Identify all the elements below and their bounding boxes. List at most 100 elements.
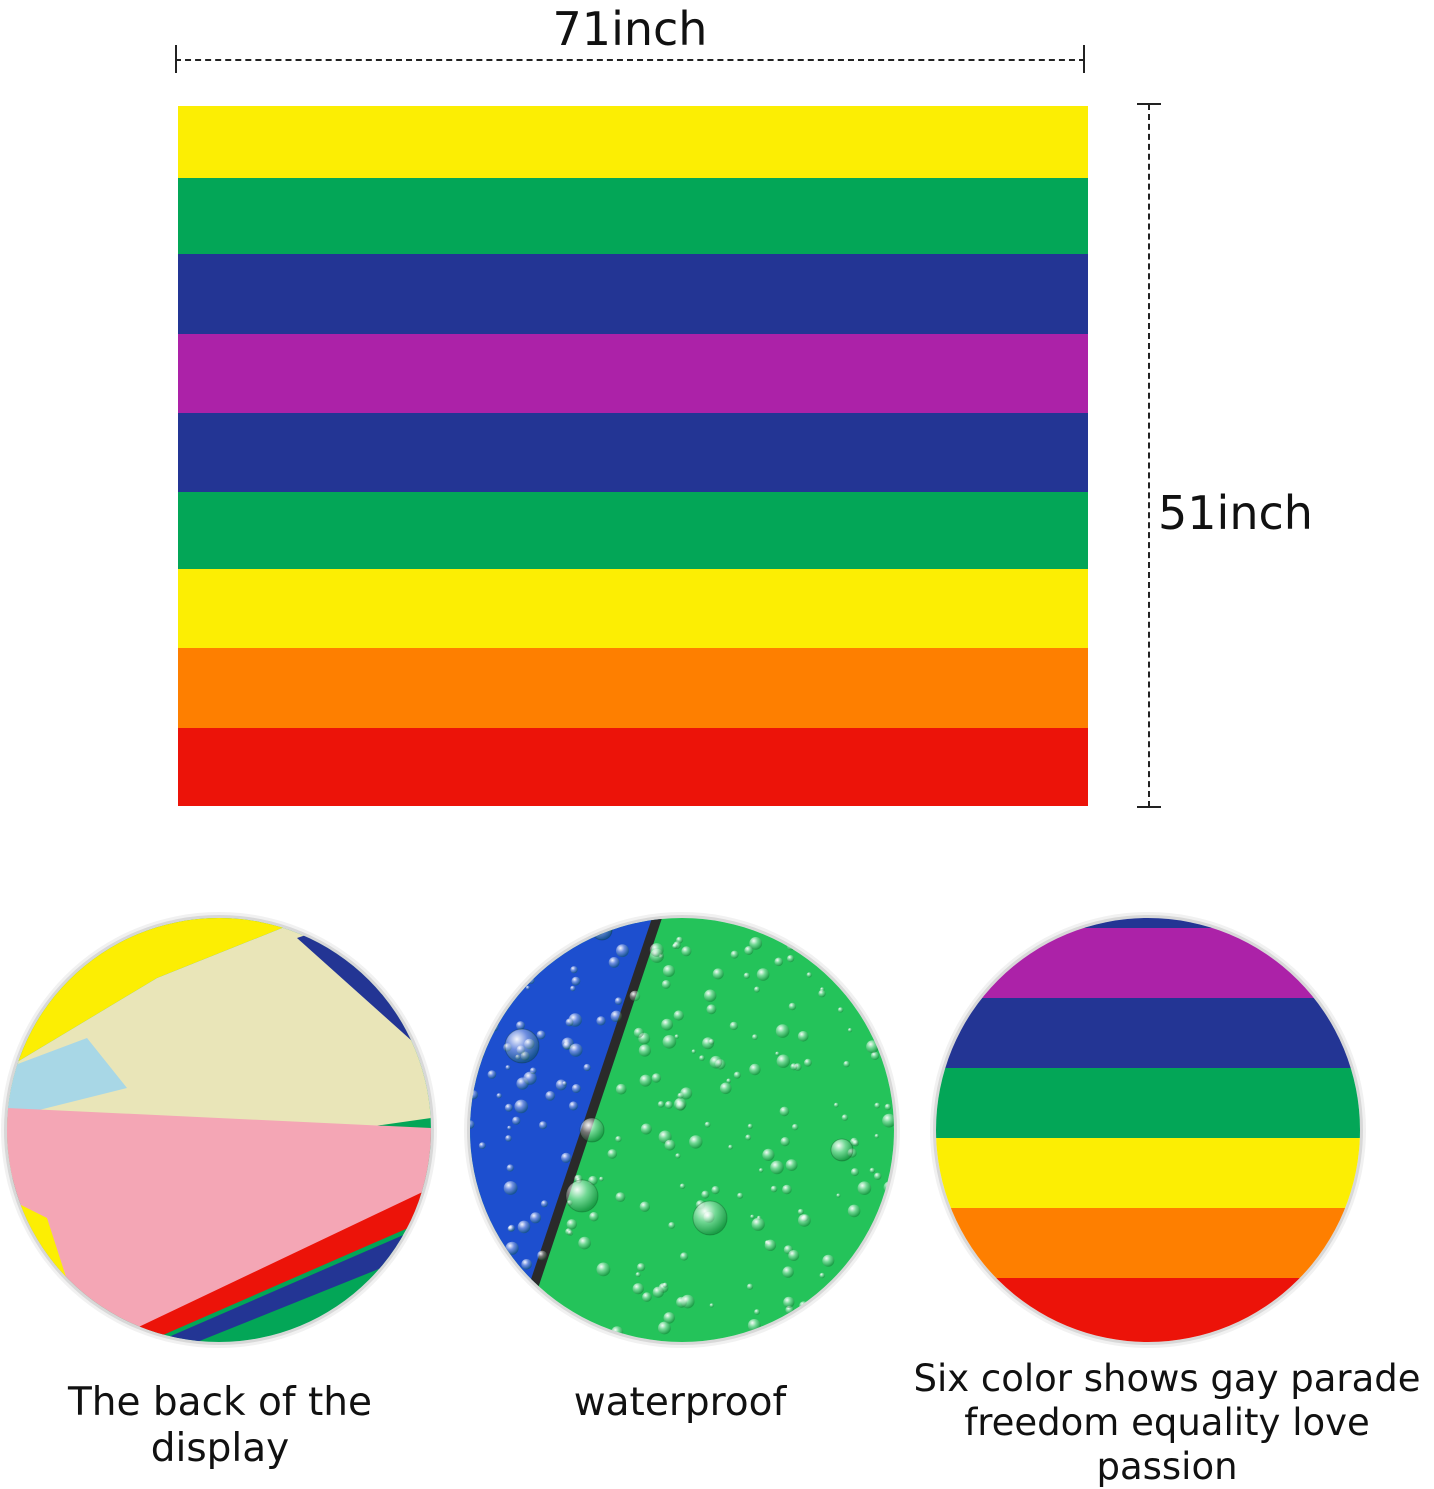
water-droplet [752, 1034, 758, 1040]
water-droplet [537, 1250, 547, 1261]
water-droplet [599, 1176, 604, 1182]
closeup-stripe [936, 1068, 1360, 1138]
water-droplet [614, 997, 623, 1005]
water-droplet [676, 1101, 686, 1111]
water-droplet [787, 942, 795, 951]
water-droplet [737, 1192, 744, 1199]
water-droplet [856, 955, 863, 963]
water-droplet [651, 1073, 662, 1083]
water-droplet [570, 966, 578, 974]
height-dimension-label: 51inch [1158, 486, 1313, 540]
water-droplet [571, 976, 581, 986]
water-droplet [507, 1125, 512, 1130]
water-droplet [706, 1004, 717, 1015]
water-droplet [780, 1137, 790, 1147]
water-droplet [747, 1123, 753, 1129]
water-droplet [801, 1335, 807, 1341]
blue-fabric-edge-top [297, 928, 431, 1058]
water-droplet [662, 1035, 677, 1049]
water-droplet [869, 918, 877, 923]
water-droplet [798, 1214, 811, 1227]
water-droplet [782, 1184, 792, 1195]
water-droplet [569, 1043, 583, 1057]
pink-fabric-back [7, 1108, 431, 1342]
water-droplet [503, 1004, 510, 1010]
water-droplet [788, 1250, 800, 1261]
flag-stripe [178, 492, 1088, 569]
water-droplet [847, 1204, 861, 1218]
water-droplet [521, 1259, 532, 1270]
flag-stripe [178, 334, 1088, 413]
water-droplet [639, 1201, 650, 1212]
water-droplet [674, 1034, 679, 1039]
water-droplet [638, 1044, 651, 1057]
water-droplet [836, 1193, 841, 1198]
water-droplet [858, 926, 872, 939]
water-droplet [505, 1065, 511, 1070]
closeup-stripe [936, 1138, 1360, 1208]
water-droplet [797, 1208, 804, 1215]
water-droplet [539, 1121, 547, 1130]
water-droplets-illustration [470, 918, 894, 1342]
water-droplet [536, 1030, 546, 1040]
closeup-stripe [936, 1278, 1360, 1342]
water-droplet [632, 1283, 644, 1295]
height-dimension-tick-bottom [1137, 806, 1161, 808]
water-droplet [852, 1140, 859, 1147]
water-droplet [501, 982, 511, 992]
water-droplet [611, 1326, 624, 1339]
height-dimension-line [1148, 104, 1150, 807]
water-droplet [489, 1022, 499, 1032]
large-water-droplet [830, 1138, 854, 1162]
water-droplet [886, 1271, 894, 1284]
caption-six-color: Six color shows gay parade freedom equal… [900, 1357, 1434, 1489]
closeup-stripe [936, 1208, 1360, 1278]
water-droplet [545, 1091, 555, 1101]
water-droplet [578, 1236, 591, 1250]
water-droplet [521, 918, 533, 930]
water-droplet [775, 1051, 780, 1056]
water-droplet [681, 946, 692, 957]
water-droplet [529, 1067, 537, 1075]
flag-stripe [178, 728, 1088, 806]
water-droplet [751, 1217, 765, 1231]
water-droplet [470, 1178, 475, 1184]
water-droplet [639, 1074, 652, 1087]
water-droplet [530, 1212, 541, 1224]
water-droplet [887, 1194, 893, 1201]
flag-stripe [178, 648, 1088, 728]
water-droplet [791, 1123, 799, 1131]
water-droplet [804, 1058, 812, 1067]
water-droplet [704, 1121, 711, 1128]
water-droplet [876, 947, 889, 960]
water-droplet [756, 968, 770, 981]
water-droplet [615, 1083, 627, 1095]
water-droplet [596, 1016, 606, 1026]
water-droplet [709, 1055, 723, 1069]
water-droplet [867, 1254, 876, 1263]
water-droplet [657, 1101, 665, 1108]
water-droplet [822, 1318, 831, 1327]
large-water-droplet [504, 1028, 540, 1064]
water-droplet [884, 1027, 890, 1033]
water-droplet [487, 1070, 497, 1079]
water-droplets [470, 918, 894, 1341]
water-droplet [730, 950, 739, 959]
blue-fabric-edge-bottom [157, 1223, 431, 1342]
water-droplet [635, 1272, 641, 1278]
stripes-closeup [936, 918, 1360, 1342]
water-droplet [877, 1293, 884, 1300]
water-droplet [664, 1139, 676, 1151]
water-droplet [884, 1103, 892, 1111]
rainbow-flag [178, 106, 1088, 806]
water-droplet [532, 1303, 543, 1314]
water-droplet [787, 955, 795, 963]
water-droplet [758, 1168, 764, 1173]
water-droplet [610, 1010, 622, 1022]
water-droplet [516, 1021, 525, 1030]
water-droplet [500, 922, 510, 932]
water-droplet [508, 1224, 515, 1232]
water-droplet [668, 1222, 676, 1229]
water-droplet [504, 1103, 513, 1112]
water-droplet [747, 1319, 761, 1332]
